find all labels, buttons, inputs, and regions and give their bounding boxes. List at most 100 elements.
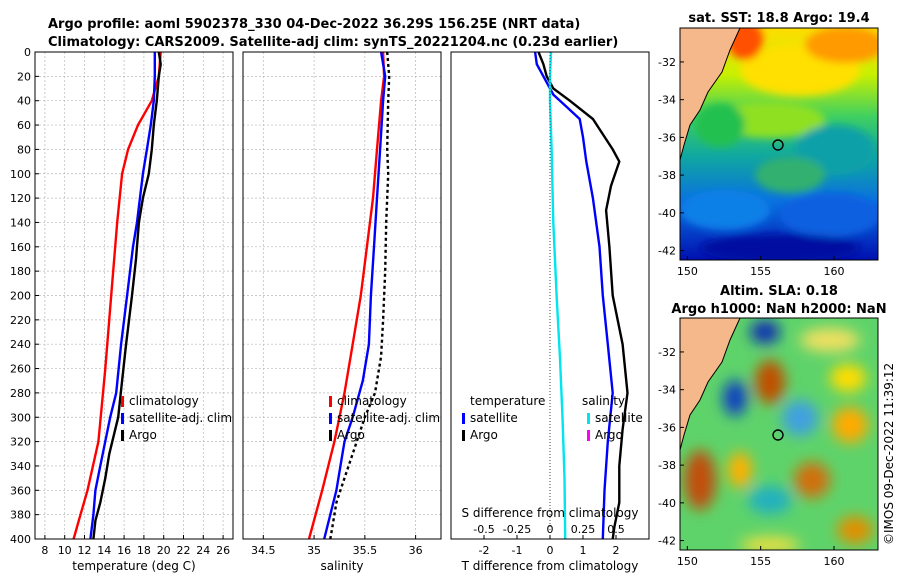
- series-line-argo: [329, 51, 391, 540]
- x-tick-label: 35.5: [353, 544, 378, 557]
- map-x-tick-label: 150: [677, 555, 698, 568]
- legend-label: climatology: [337, 394, 407, 408]
- y-tick-label: 380: [10, 509, 31, 522]
- legend-label: satellite-adj. clim: [337, 411, 440, 425]
- y-tick-label: 300: [10, 411, 31, 424]
- x-tick-label: 1: [580, 544, 587, 557]
- x-tick-label: 16: [117, 544, 131, 557]
- x-tick-label: 20: [157, 544, 171, 557]
- map-x-tick-label: 160: [824, 555, 845, 568]
- y-tick-label: 120: [10, 192, 31, 205]
- legend-label: climatology: [129, 394, 199, 408]
- series-line-climatology: [307, 51, 386, 540]
- x-axis-label: salinity: [320, 559, 363, 573]
- copyright-label: ©IMOS 09-Dec-2022 11:39:12: [882, 363, 896, 545]
- x-axis-label: temperature (deg C): [72, 559, 195, 573]
- temperature-panel: 8 10 12 14 16 18 20 22 24 26 temperature (deg C) 0 2…: [10, 46, 234, 573]
- legend-label: Argo: [129, 428, 157, 442]
- x-tick-label: 18: [137, 544, 151, 557]
- map-y-tick-label: -42: [658, 535, 676, 548]
- s-tick-label: -0.25: [503, 523, 531, 536]
- x-tick-label: 8: [41, 544, 48, 557]
- legend-label: Argo: [337, 428, 365, 442]
- legend-salinity-title: salinity: [582, 394, 625, 408]
- y-tick-label: 340: [10, 460, 31, 473]
- y-tick-label: 180: [10, 265, 31, 278]
- legend-swatch: [329, 396, 332, 407]
- series-line-s-satellite: [548, 51, 567, 540]
- x-tick-label: -2: [479, 544, 490, 557]
- x-tick-label: 36: [409, 544, 423, 557]
- sst-features: [680, 28, 878, 260]
- sla-features: [684, 320, 873, 550]
- plot-frame: [242, 51, 442, 540]
- y-tick-label: 160: [10, 241, 31, 254]
- series-line-climatology: [72, 51, 162, 540]
- x-tick-label: 35: [307, 544, 321, 557]
- sst-coastline: [680, 28, 741, 161]
- figure-title-line2: Climatology: CARS2009. Satellite-adj cli…: [48, 35, 618, 50]
- x-tick-label: 22: [177, 544, 191, 557]
- map-y-tick-label: -32: [658, 346, 676, 359]
- s-tick-label: 0: [547, 523, 554, 536]
- legend-label: Argo: [595, 428, 623, 442]
- y-tick-label: 320: [10, 436, 31, 449]
- sla-map-title-line2: Argo h1000: NaN h2000: NaN: [671, 302, 886, 317]
- y-tick-label: 360: [10, 484, 31, 497]
- legend-swatch: [329, 413, 332, 424]
- figure-title-line1: Argo profile: aoml 5902378_330 04-Dec-20…: [48, 17, 580, 32]
- sla-map-title-line1: Altim. SLA: 0.18: [720, 284, 838, 299]
- map-y-tick-label: -34: [658, 384, 676, 397]
- legend-swatch: [587, 413, 590, 424]
- map-y-tick-label: -34: [658, 94, 676, 107]
- map-y-tick-label: -42: [658, 245, 676, 258]
- map-y-tick-label: -36: [658, 131, 676, 144]
- x-axis-label: T difference from climatology: [461, 559, 639, 573]
- sst-land: [680, 28, 740, 160]
- difference-panel: -2 -1 0 1 2 T difference from climatology -0.5…: [450, 51, 650, 573]
- sst-argo-marker: [772, 139, 784, 151]
- legend-swatch: [121, 396, 124, 407]
- series-line-argo: [92, 51, 162, 540]
- legend-swatch: [121, 430, 124, 441]
- map-y-tick-label: -32: [658, 56, 676, 69]
- sla-coastline: [680, 318, 741, 451]
- map-x-tick-label: 155: [750, 265, 771, 278]
- map-y-tick-label: -36: [658, 421, 676, 434]
- map-x-tick-label: 160: [824, 265, 845, 278]
- series-line-satellite-adj-clim: [89, 52, 157, 540]
- salinity-panel: 34.5 35 35.5 36 salinity climatology satellite…: [242, 51, 442, 573]
- legend-label: satellite: [470, 411, 518, 425]
- legend-swatch: [329, 430, 332, 441]
- y-tick-label: 20: [17, 70, 31, 83]
- series-line-satellite-adj-clim: [323, 51, 387, 540]
- sst-map-panel: sat. SST: 18.8 Argo: 19.4 150 155 160 -32 -3…: [658, 11, 879, 278]
- legend-temperature-title: temperature: [470, 394, 545, 408]
- s-tick-label: -0.5: [473, 523, 494, 536]
- sla-argo-marker: [772, 429, 784, 441]
- y-tick-label: 220: [10, 314, 31, 327]
- series-line-t-satellite: [533, 51, 614, 540]
- y-tick-label: 40: [17, 95, 31, 108]
- map-x-tick-label: 155: [750, 555, 771, 568]
- y-tick-label: 0: [24, 46, 31, 59]
- s-axis-label: S difference from climatology: [462, 506, 639, 520]
- x-tick-label: 2: [613, 544, 620, 557]
- y-tick-label: 100: [10, 168, 31, 181]
- legend-swatch: [587, 430, 590, 441]
- map-x-tick-label: 150: [677, 265, 698, 278]
- map-y-tick-label: -40: [658, 207, 676, 220]
- x-tick-label: 10: [58, 544, 72, 557]
- y-tick-label: 140: [10, 216, 31, 229]
- x-tick-label: 14: [97, 544, 111, 557]
- sla-map-panel: Altim. SLA: 0.18 Argo h1000: NaN h2000: …: [658, 284, 887, 568]
- s-tick-label: 0.5: [607, 523, 625, 536]
- legend-swatch: [462, 430, 465, 441]
- y-tick-label: 400: [10, 533, 31, 546]
- y-tick-label: 200: [10, 290, 31, 303]
- y-tick-label: 280: [10, 387, 31, 400]
- legend-label: Argo: [470, 428, 498, 442]
- legend-swatch: [121, 413, 124, 424]
- legend-label: satellite-adj. clim: [129, 411, 232, 425]
